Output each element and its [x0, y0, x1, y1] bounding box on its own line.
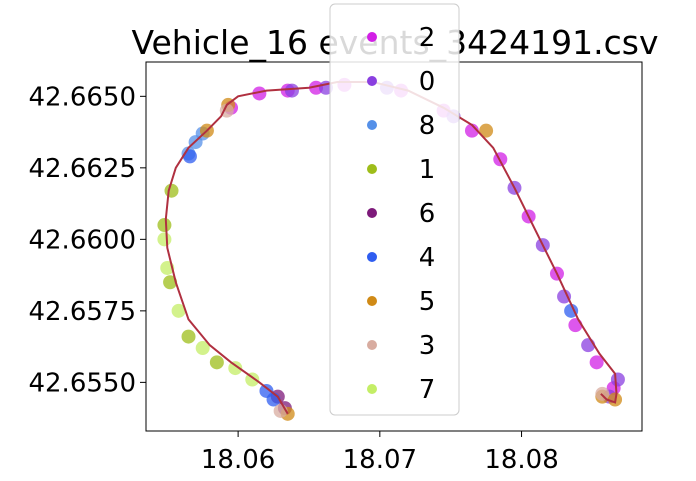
legend-label-2: 2	[419, 23, 436, 53]
legend-marker-1	[367, 164, 377, 174]
legend-box	[329, 3, 460, 416]
point-series-2	[589, 355, 604, 370]
point-series-0	[557, 289, 572, 304]
legend-marker-3	[367, 340, 377, 350]
y-tick-label: 42.6575	[28, 297, 136, 327]
point-series-4	[564, 303, 579, 318]
series-7	[157, 232, 260, 387]
point-series-1	[157, 218, 172, 233]
legend-marker-0	[367, 76, 377, 86]
y-tick-label: 42.6625	[28, 154, 136, 184]
point-series-7	[157, 232, 172, 247]
point-series-7	[195, 341, 210, 356]
point-series-1	[209, 355, 224, 370]
legend-label-5: 5	[419, 287, 436, 317]
legend-marker-7	[367, 384, 377, 394]
x-tick-label: 18.06	[201, 445, 275, 475]
legend-label-7: 7	[419, 375, 436, 405]
legend-marker-4	[367, 252, 377, 262]
point-series-2	[252, 86, 267, 101]
legend-marker-6	[367, 208, 377, 218]
point-series-0	[284, 83, 299, 98]
legend-label-3: 3	[419, 331, 436, 361]
legend-label-1: 1	[419, 155, 436, 185]
point-series-7	[228, 361, 243, 376]
legend-label-4: 4	[419, 243, 436, 273]
point-series-7	[171, 303, 186, 318]
y-tick-label: 42.6550	[28, 368, 136, 398]
x-tick-label: 18.07	[343, 445, 417, 475]
legend-label-0: 0	[419, 67, 436, 97]
route-line	[164, 81, 618, 415]
point-series-1	[181, 329, 196, 344]
point-series-1	[163, 275, 178, 290]
legend-marker-5	[367, 296, 377, 306]
y-axis: 42.6550 42.6575 42.6600 42.6625 42.6650	[28, 82, 146, 398]
y-tick-label: 42.6650	[28, 82, 136, 112]
legend-marker-8	[367, 120, 377, 130]
x-tick-label: 18.08	[484, 445, 558, 475]
point-series-2	[309, 80, 324, 95]
x-axis: 18.06 18.07 18.08	[201, 431, 559, 475]
legend-label-6: 6	[419, 199, 436, 229]
point-series-0	[610, 372, 625, 387]
point-series-5	[479, 123, 494, 138]
legend-marker-2	[367, 32, 377, 42]
point-series-2	[568, 318, 583, 333]
series-4	[182, 149, 579, 407]
legend-label-8: 8	[419, 111, 436, 141]
y-tick-label: 42.6600	[28, 225, 136, 255]
point-series-1	[164, 183, 179, 198]
point-series-2	[464, 123, 479, 138]
